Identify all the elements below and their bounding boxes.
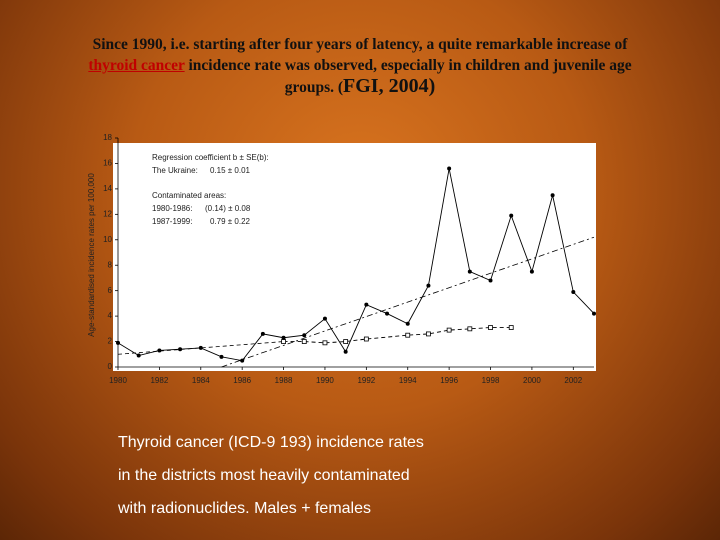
point [240, 358, 245, 363]
point [178, 347, 183, 352]
y-tick-label: 4 [108, 311, 113, 320]
annotation: 0.15 ± 0.01 [210, 166, 251, 175]
y-tick-label: 16 [103, 159, 112, 168]
caption-line: with radionuclides. Males + females [118, 500, 372, 517]
y-tick-label: 8 [108, 260, 113, 269]
x-tick-label: 2002 [564, 376, 582, 385]
heading-line: Since 1990, i.e. starting after four yea… [30, 34, 690, 55]
point [426, 283, 431, 288]
x-tick-label: 1990 [316, 376, 334, 385]
point [529, 269, 534, 274]
point [136, 353, 141, 358]
x-tick-label: 1996 [440, 376, 458, 385]
trend-line [221, 236, 595, 368]
caption: Thyroid cancer (ICD-9 193) incidence rat… [118, 426, 424, 525]
point [488, 278, 493, 283]
point [571, 289, 576, 294]
heading-text: groups. ( [284, 79, 344, 96]
y-axis-label: Age-standardised incidence rates per 100… [87, 173, 96, 337]
point [322, 340, 328, 346]
x-tick-label: 1986 [233, 376, 251, 385]
series-line [117, 168, 595, 362]
annotation: Contaminated areas: [152, 191, 226, 200]
point [467, 326, 473, 332]
point [301, 339, 307, 344]
plot-background [113, 143, 596, 371]
point [488, 325, 493, 330]
y-tick-label: 6 [108, 286, 113, 295]
point [447, 166, 452, 171]
x-tick-label: 1992 [357, 376, 375, 385]
x-tick-label: 1982 [150, 376, 168, 385]
annotation: (0.14) ± 0.08 [205, 204, 251, 213]
point [302, 333, 307, 338]
point [405, 321, 410, 326]
point [446, 327, 452, 333]
point [592, 311, 596, 316]
y-tick-label: 10 [103, 235, 112, 244]
y-tick-label: 0 [108, 362, 113, 371]
x-tick-label: 1994 [399, 376, 417, 385]
point [157, 348, 162, 353]
x-tick-label: 1984 [192, 376, 210, 385]
annotation: The Ukraine: [152, 166, 198, 175]
point [550, 193, 555, 198]
annotation: Regression coefficient b ± SE(b): [152, 153, 269, 162]
y-tick-label: 2 [108, 337, 113, 346]
annotation: 1980-1986: [152, 204, 192, 213]
point [385, 311, 390, 316]
point [467, 269, 472, 274]
heading-text: Since 1990, i.e. starting after four yea… [92, 36, 628, 53]
x-tick-label: 1980 [109, 376, 127, 385]
point [281, 339, 286, 344]
point [116, 340, 120, 345]
point [343, 339, 349, 344]
y-tick-label: 18 [103, 133, 112, 142]
point [260, 331, 265, 336]
point [364, 302, 369, 307]
heading-text: incidence rate was observed, especially … [188, 57, 632, 74]
annotation: 0.79 ± 0.22 [210, 217, 251, 226]
annotation: 1987-1999: [152, 217, 192, 226]
heading-line: thyroid cancer incidence rate was observ… [30, 55, 690, 76]
point [343, 349, 348, 354]
heading-link: thyroid cancer [88, 57, 185, 74]
heading-source: FGI, 2004) [343, 75, 436, 97]
x-tick-label: 2000 [523, 376, 541, 385]
point [198, 345, 203, 350]
point [322, 316, 327, 321]
x-tick-label: 1988 [275, 376, 293, 385]
point [426, 331, 431, 337]
point [363, 336, 369, 342]
point [219, 354, 224, 359]
point [405, 332, 411, 338]
y-tick-label: 14 [103, 184, 112, 193]
point [509, 213, 514, 218]
caption-line: in the districts most heavily contaminat… [118, 467, 410, 484]
x-tick-label: 1998 [482, 376, 500, 385]
point [508, 325, 514, 330]
heading-line: groups. (FGI, 2004) [30, 76, 690, 98]
heading: Since 1990, i.e. starting after four yea… [30, 34, 690, 98]
y-tick-label: 12 [103, 209, 112, 218]
point [281, 335, 286, 340]
caption-line: Thyroid cancer (ICD-9 193) incidence rat… [118, 434, 424, 451]
